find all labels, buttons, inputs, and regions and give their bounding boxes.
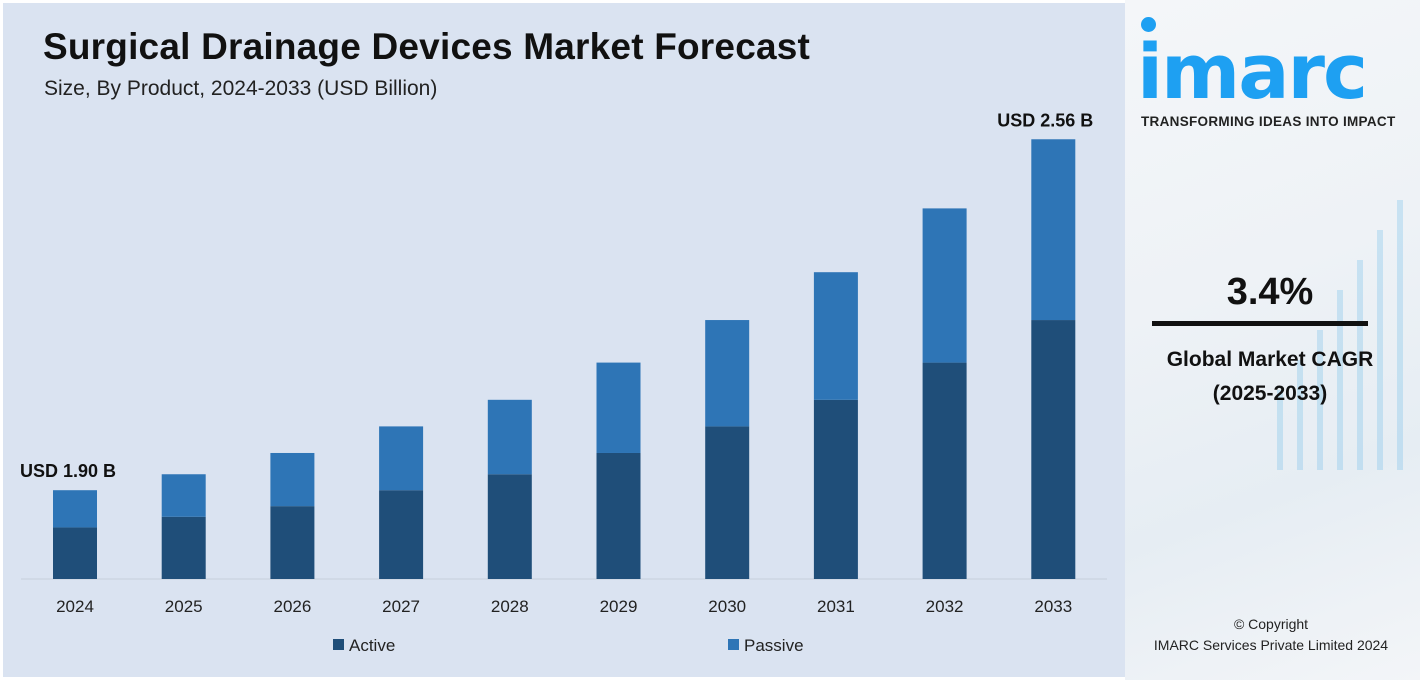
bar-passive-2026	[270, 452, 315, 507]
bar-passive-2028	[487, 399, 532, 475]
logo-dot	[1141, 17, 1156, 32]
chart-panel: Surgical Drainage Devices Market Forecas…	[3, 3, 1125, 677]
data-label-2033: USD 2.56 B	[997, 110, 1093, 130]
bar-passive-2024	[53, 490, 97, 528]
x-tick-label: 2031	[817, 597, 855, 616]
cagr-label-line2: (2025-2033)	[1212, 382, 1328, 405]
cagr-divider	[1152, 321, 1368, 326]
logo-tagline: TRANSFORMING IDEAS INTO IMPACT	[1141, 114, 1396, 129]
cagr-label-line1: Global Market CAGR	[1166, 348, 1374, 371]
bar-active-2031	[813, 399, 858, 579]
copyright-line1: © Copyright	[1233, 616, 1309, 632]
bar-active-2027	[379, 490, 424, 579]
decorative-chart-graphic	[1277, 200, 1403, 470]
bar-active-2025	[161, 516, 206, 579]
bar-passive-2033	[1031, 139, 1076, 321]
legend-swatch-active	[333, 639, 344, 650]
x-tick-label: 2032	[926, 597, 964, 616]
bar-active-2024	[53, 527, 97, 579]
bar-active-2030	[705, 426, 750, 579]
chart-title: Surgical Drainage Devices Market Forecas…	[43, 26, 811, 67]
bar-passive-2031	[813, 272, 858, 400]
copyright: © Copyright IMARC Services Private Limit…	[1125, 614, 1417, 656]
bar-passive-2027	[379, 426, 424, 491]
info-panel: imarc TRANSFORMING IDEAS INTO IMPACT 3.4…	[1125, 0, 1420, 680]
data-label-2024: USD 1.90 B	[20, 461, 116, 481]
x-tick-label: 2025	[165, 597, 203, 616]
x-tick-label: 2033	[1034, 597, 1072, 616]
bar-passive-2025	[161, 474, 206, 517]
cagr-value: 3.4%	[1226, 271, 1314, 313]
x-tick-label: 2028	[491, 597, 529, 616]
copyright-line2: IMARC Services Private Limited 2024	[1153, 637, 1389, 653]
bar-chart: 2024 USD 1.90 B 2025 2026 2027 2028 2029 2030 20…	[20, 110, 1107, 655]
bar-active-2033	[1031, 320, 1076, 579]
bar-passive-2032	[922, 208, 967, 363]
bar-active-2028	[487, 474, 532, 579]
legend-label-passive: Passive	[744, 636, 804, 655]
chart-subtitle: Size, By Product, 2024-2033 (USD Billion…	[44, 77, 438, 100]
legend-swatch-passive	[728, 639, 739, 650]
x-tick-label: 2024	[56, 597, 94, 616]
x-tick-label: 2027	[382, 597, 420, 616]
legend-label-active: Active	[349, 636, 395, 655]
x-tick-label: 2026	[273, 597, 311, 616]
x-tick-label: 2029	[600, 597, 638, 616]
bar-active-2029	[596, 452, 641, 579]
bar-passive-2029	[596, 362, 641, 453]
cagr-label: Global Market CAGR (2025-2033)	[1125, 343, 1415, 411]
bar-active-2026	[270, 506, 315, 579]
bar-passive-2030	[705, 320, 750, 427]
imarc-logo: imarc	[1137, 27, 1368, 116]
bar-active-2032	[922, 362, 967, 579]
x-tick-label: 2030	[708, 597, 746, 616]
